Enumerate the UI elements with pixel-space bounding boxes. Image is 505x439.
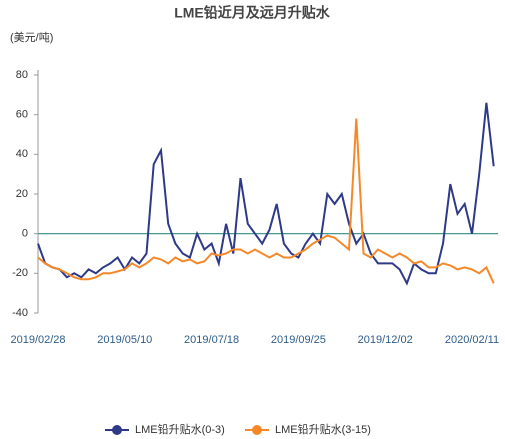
series-line <box>37 118 495 284</box>
y-tick-label: -20 <box>12 267 28 279</box>
y-tick-label: 0 <box>22 228 28 240</box>
y-tick-label: 40 <box>16 148 28 160</box>
x-tick-label: 2019/07/18 <box>184 334 239 346</box>
y-axis-label: (美元/吨) <box>10 31 53 44</box>
y-tick-label: 80 <box>16 69 28 81</box>
legend-marker <box>252 425 262 435</box>
y-tick-label: 20 <box>16 188 28 200</box>
legend-marker <box>112 425 122 435</box>
x-tick-label: 2020/02/11 <box>445 334 499 346</box>
legend-label: LME铅升贴水(0-3) <box>135 422 225 436</box>
y-tick-label: -40 <box>12 307 28 319</box>
chart-title: LME铅近月及远月升贴水 <box>174 5 331 21</box>
x-tick-label: 2019/09/25 <box>271 334 326 346</box>
series-line <box>37 102 495 286</box>
x-tick-label: 2019/02/28 <box>10 334 65 346</box>
legend-label: LME铅升贴水(3-15) <box>275 422 371 436</box>
x-tick-label: 2019/05/10 <box>97 334 152 346</box>
x-tick-label: 2019/12/02 <box>358 334 413 346</box>
y-tick-label: 60 <box>16 109 28 121</box>
